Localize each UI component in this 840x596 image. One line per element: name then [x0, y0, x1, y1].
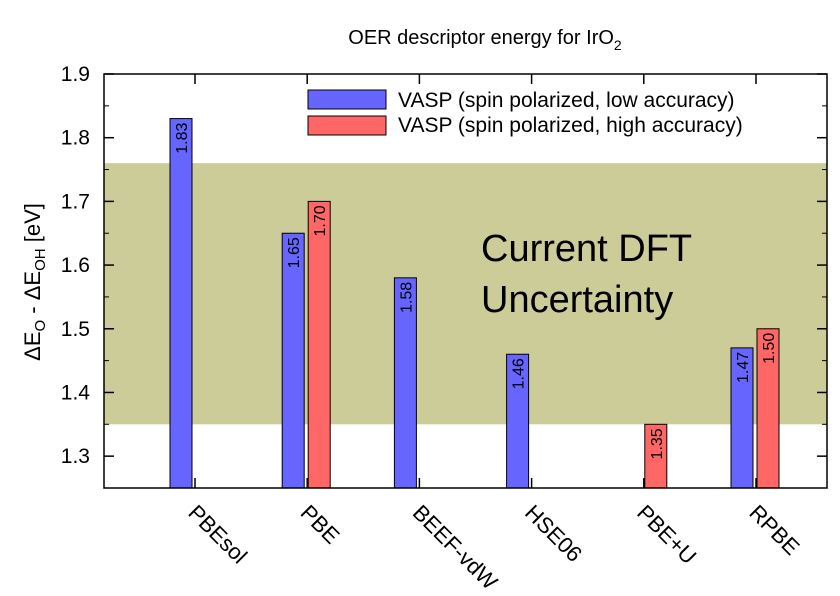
y-tick-label: 1.3 [61, 445, 90, 468]
y-label-sub2: OH [32, 248, 49, 271]
y-label-sub1: O [32, 320, 49, 332]
chart-title: OER descriptor energy for IrO2 [348, 27, 622, 53]
bar-value-label: 1.70 [312, 205, 329, 236]
x-category-label: HSE06 [520, 500, 587, 567]
plot-frame [103, 73, 828, 489]
y-ticks-group: 1.3 1.4 1.5 1.6 1.7 1.8 1.9 [61, 63, 827, 489]
uncertainty-band [104, 163, 827, 425]
y-tick-label: 1.6 [61, 254, 90, 277]
bar-value-label: 1.65 [286, 237, 303, 268]
bar [169, 118, 193, 489]
bar-value-label: 1.58 [398, 282, 415, 313]
legend-label-low-accuracy: VASP (spin polarized, low accuracy) [398, 89, 735, 112]
bars-group: 1.83 1.65 1.70 1.58 1.46 1.35 1.47 1.50 [169, 118, 780, 489]
y-label-part3: [eV] [20, 203, 45, 248]
x-category-label: BEEF-vdW [408, 500, 503, 595]
uncertainty-label-line2: Uncertainty [481, 279, 673, 321]
x-category-label: RPBE [744, 500, 804, 560]
x-category-label: PBE+U [632, 500, 701, 569]
y-tick-label: 1.4 [61, 381, 91, 404]
legend: VASP (spin polarized, low accuracy) VASP… [307, 89, 743, 137]
bar-value-label: 1.35 [649, 428, 666, 459]
bar-value-label: 1.47 [735, 352, 752, 383]
chart-title-main: OER descriptor energy for IrO [348, 27, 614, 49]
legend-swatch-low-accuracy [307, 89, 387, 110]
y-label-part2: - ΔE [20, 271, 45, 320]
uncertainty-label-line1: Current DFT [481, 228, 692, 270]
bar-value-label: 1.83 [174, 122, 191, 153]
y-tick-label: 1.7 [61, 190, 90, 213]
legend-swatch-high-accuracy [307, 115, 387, 136]
y-tick-label: 1.8 [61, 127, 90, 150]
chart-title-subscript: 2 [614, 37, 622, 53]
bar [307, 200, 331, 489]
y-axis-label: ΔEO - ΔEOH [eV] [20, 203, 49, 361]
bar [281, 232, 305, 489]
y-tick-label: 1.5 [61, 318, 90, 341]
bar-value-label: 1.50 [761, 333, 778, 364]
y-tick-label: 1.9 [61, 63, 90, 86]
y-label-part1: ΔE [20, 331, 45, 360]
x-category-label: PBE [296, 500, 345, 549]
legend-label-high-accuracy: VASP (spin polarized, high accuracy) [398, 114, 743, 137]
x-category-label: PBEsol [183, 500, 252, 569]
bar-value-label: 1.46 [511, 358, 528, 389]
